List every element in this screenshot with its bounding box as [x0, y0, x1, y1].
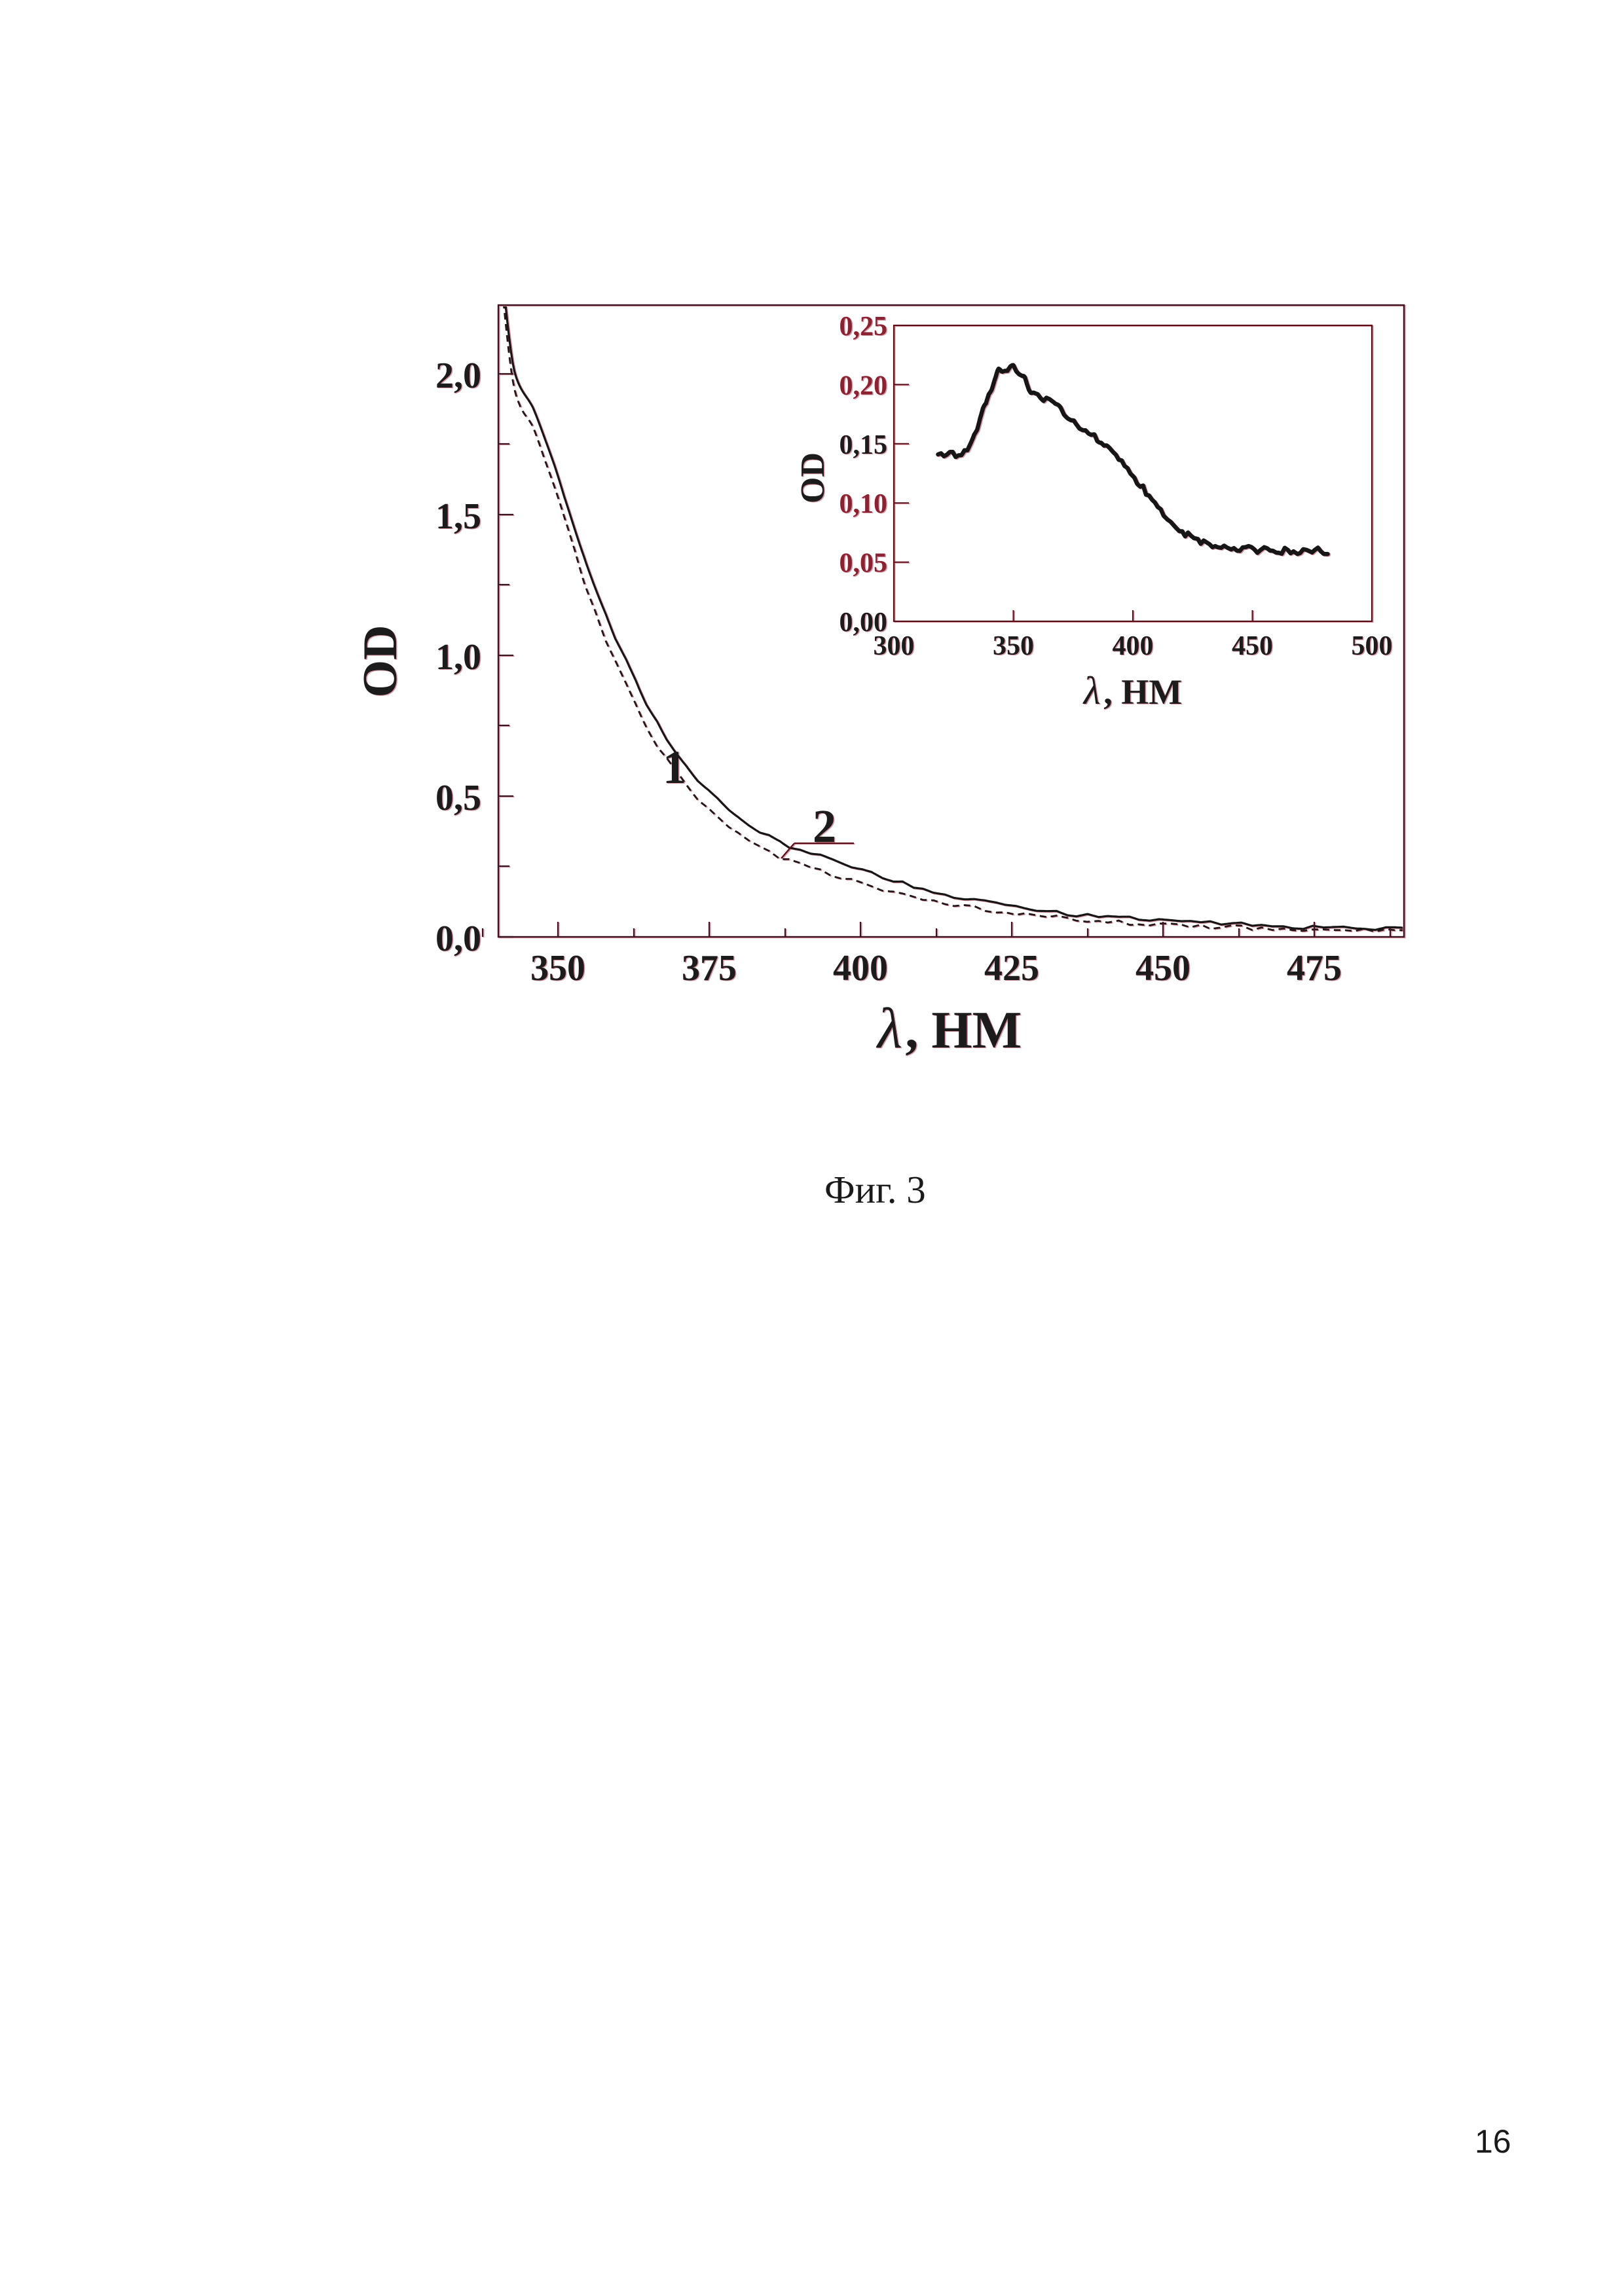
svg-text:1,0: 1,0 — [435, 637, 481, 678]
svg-text:OD: OD — [354, 625, 407, 698]
svg-text:400: 400 — [833, 948, 888, 989]
svg-text:λ , НМ: λ , НМ — [1082, 669, 1182, 712]
svg-text:300: 300 — [874, 631, 915, 661]
svg-text:450: 450 — [1232, 631, 1273, 661]
svg-text:375: 375 — [682, 948, 737, 989]
svg-text:2,0: 2,0 — [435, 355, 481, 396]
svg-text:0,25: 0,25 — [840, 312, 888, 342]
svg-text:350: 350 — [993, 631, 1034, 661]
svg-text:1: 1 — [663, 741, 686, 793]
svg-text:0,15: 0,15 — [840, 430, 888, 460]
svg-text:0,0: 0,0 — [435, 919, 481, 959]
svg-text:400: 400 — [1113, 631, 1154, 661]
svg-text:475: 475 — [1287, 948, 1342, 989]
svg-text:OD: OD — [794, 452, 832, 503]
svg-text:0,5: 0,5 — [435, 778, 481, 818]
svg-text:450: 450 — [1135, 948, 1190, 989]
svg-text:0,20: 0,20 — [840, 371, 888, 401]
svg-text:0,10: 0,10 — [840, 489, 888, 519]
svg-text:0,05: 0,05 — [840, 549, 888, 579]
svg-text:λ , НМ: λ , НМ — [876, 997, 1022, 1061]
svg-text:500: 500 — [1352, 631, 1393, 661]
svg-text:2: 2 — [813, 800, 836, 852]
svg-text:1,5: 1,5 — [435, 496, 481, 537]
svg-text:425: 425 — [984, 948, 1039, 989]
svg-text:350: 350 — [530, 948, 585, 989]
